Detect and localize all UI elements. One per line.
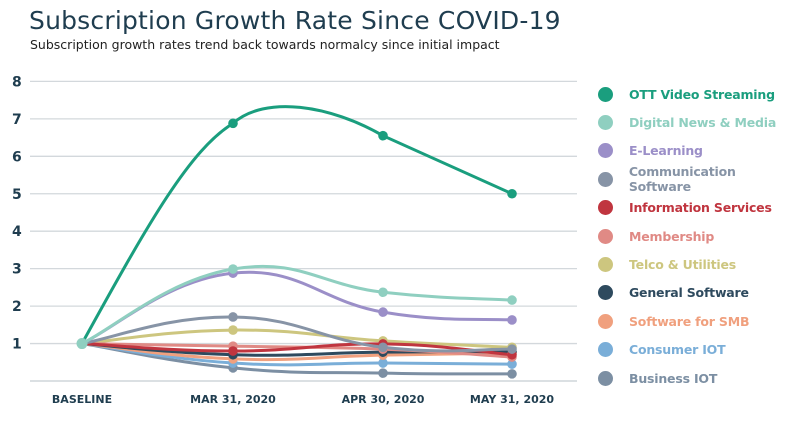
data-point-telco-utilities[interactable] <box>228 325 238 335</box>
y-tick-label: 3 <box>12 262 22 278</box>
x-tick-label: APR 30, 2020 <box>342 393 425 406</box>
y-tick-label: 2 <box>12 299 22 315</box>
legend-marker-icon <box>598 342 613 358</box>
legend-marker-icon <box>598 313 613 329</box>
series-line-telco-utilities <box>80 328 514 349</box>
x-tick-label: MAY 31, 2020 <box>470 393 554 406</box>
series-line-business-iot <box>80 342 514 376</box>
data-point-digital-news-media[interactable] <box>507 295 517 305</box>
data-point-e-learning[interactable] <box>378 307 388 317</box>
legend-marker-icon <box>598 86 613 102</box>
gridlines <box>30 80 577 382</box>
data-point-baseline[interactable] <box>76 338 88 350</box>
legend-item-telco-utilities[interactable]: Telco & Utilities <box>598 250 800 278</box>
data-point-business-iot[interactable] <box>507 369 517 379</box>
data-point-information-services[interactable] <box>228 346 238 356</box>
data-point-ott-video-streaming[interactable] <box>507 188 517 199</box>
series-line-digital-news-media <box>80 264 514 346</box>
legend-item-e-learning[interactable]: E-Learning <box>598 137 800 165</box>
legend-item-business-iot[interactable]: Business IOT <box>598 364 800 392</box>
legend-marker-icon <box>598 200 613 216</box>
legend-label: Communication Software <box>628 164 736 195</box>
legend-label: Information Services <box>629 200 772 216</box>
x-tick-label: BASELINE <box>52 393 112 406</box>
series-line-ott-video-streaming <box>80 105 514 346</box>
legend-marker-icon <box>598 257 613 273</box>
data-point-e-learning[interactable] <box>507 315 517 325</box>
data-point-ott-video-streaming[interactable] <box>228 118 238 129</box>
legend-marker-icon <box>598 370 613 386</box>
legend-item-consumer-iot[interactable]: Consumer IOT <box>598 336 800 364</box>
legend-item-communication-software[interactable]: Communication Software <box>598 164 800 195</box>
legend-label: Membership <box>629 228 715 244</box>
legend-marker-icon <box>598 171 613 187</box>
legend-label: Consumer IOT <box>629 342 726 358</box>
legend-marker-icon <box>598 228 613 244</box>
legend-item-general-software[interactable]: General Software <box>598 279 800 307</box>
y-tick-label: 6 <box>12 149 22 165</box>
series-lines <box>80 105 514 376</box>
data-point-communication-software[interactable] <box>228 312 238 322</box>
chart-subtitle: Subscription growth rates trend back tow… <box>30 37 500 52</box>
data-point-ott-video-streaming[interactable] <box>378 130 388 141</box>
legend-item-software-for-smb[interactable]: Software for SMB <box>598 307 800 335</box>
legend-item-membership[interactable]: Membership <box>598 222 800 250</box>
y-tick-label: 1 <box>12 337 22 353</box>
x-tick-label: MAR 31, 2020 <box>190 393 276 406</box>
legend-label: E-Learning <box>629 143 703 159</box>
data-point-consumer-iot[interactable] <box>507 359 517 369</box>
series-line-communication-software <box>80 315 514 353</box>
legend-label: Business IOT <box>629 370 718 386</box>
series-points <box>76 118 517 379</box>
y-tick-label: 8 <box>12 74 22 90</box>
legend-marker-icon <box>598 285 613 301</box>
legend-marker-icon <box>598 143 613 159</box>
legend-item-digital-news-media[interactable]: Digital News & Media <box>598 108 800 136</box>
legend-label: Telco & Utilities <box>629 257 736 273</box>
legend-label: Software for SMB <box>629 313 750 329</box>
legend-item-ott-video-streaming[interactable]: OTT Video Streaming <box>598 80 800 108</box>
series-line-information-services <box>80 342 514 357</box>
data-point-digital-news-media[interactable] <box>228 264 238 274</box>
data-point-communication-software[interactable] <box>378 342 388 353</box>
legend-item-information-services[interactable]: Information Services <box>598 194 800 222</box>
y-tick-label: 7 <box>12 112 22 128</box>
data-point-communication-software[interactable] <box>507 344 517 354</box>
x-axis: BASELINE MAR 31, 2020 APR 30, 2020 MAY 31, … <box>52 393 554 406</box>
data-point-digital-news-media[interactable] <box>378 287 388 298</box>
y-axis: 1 2 3 4 5 6 7 8 <box>12 74 22 352</box>
chart-title: Subscription Growth Rate Since COVID-19 <box>29 6 561 35</box>
data-point-business-iot[interactable] <box>378 368 388 378</box>
legend-label: OTT Video Streaming <box>629 86 775 102</box>
series-line-consumer-iot <box>80 342 514 367</box>
legend-label: Digital News & Media <box>629 115 777 131</box>
legend-label: General Software <box>629 285 749 301</box>
data-point-consumer-iot[interactable] <box>378 358 388 368</box>
legend-marker-icon <box>598 115 613 131</box>
y-tick-label: 5 <box>12 187 22 203</box>
legend: OTT Video Streaming Digital News & Media E… <box>598 80 800 392</box>
y-tick-label: 4 <box>12 224 22 240</box>
